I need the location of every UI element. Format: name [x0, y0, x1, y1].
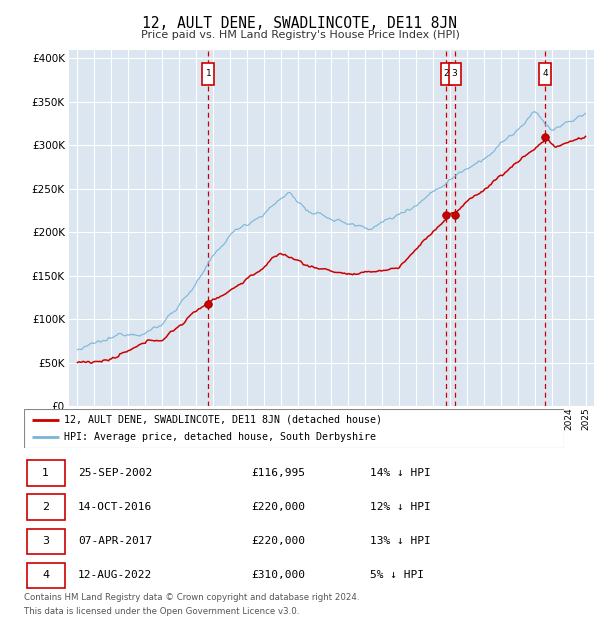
Text: 25-SEP-2002: 25-SEP-2002	[78, 468, 152, 478]
FancyBboxPatch shape	[202, 63, 214, 85]
Bar	[27, 528, 65, 554]
Text: 12, AULT DENE, SWADLINCOTE, DE11 8JN: 12, AULT DENE, SWADLINCOTE, DE11 8JN	[143, 16, 458, 30]
Text: £116,995: £116,995	[251, 468, 305, 478]
Text: 2: 2	[443, 69, 449, 79]
Text: 14-OCT-2016: 14-OCT-2016	[78, 502, 152, 512]
Text: 5% ↓ HPI: 5% ↓ HPI	[370, 570, 424, 580]
Text: This data is licensed under the Open Government Licence v3.0.: This data is licensed under the Open Gov…	[24, 607, 299, 616]
Bar	[27, 562, 65, 588]
Text: 13% ↓ HPI: 13% ↓ HPI	[370, 536, 430, 546]
Text: 3: 3	[452, 69, 457, 79]
Text: 2: 2	[42, 502, 49, 512]
Text: 4: 4	[42, 570, 49, 580]
Bar	[27, 494, 65, 520]
Text: 07-APR-2017: 07-APR-2017	[78, 536, 152, 546]
Text: 12% ↓ HPI: 12% ↓ HPI	[370, 502, 430, 512]
FancyBboxPatch shape	[440, 63, 452, 85]
Bar	[27, 460, 65, 485]
Text: Price paid vs. HM Land Registry's House Price Index (HPI): Price paid vs. HM Land Registry's House …	[140, 30, 460, 40]
Text: £220,000: £220,000	[251, 502, 305, 512]
Text: £310,000: £310,000	[251, 570, 305, 580]
Text: 3: 3	[42, 536, 49, 546]
FancyBboxPatch shape	[24, 409, 564, 448]
Text: 12-AUG-2022: 12-AUG-2022	[78, 570, 152, 580]
Text: Contains HM Land Registry data © Crown copyright and database right 2024.: Contains HM Land Registry data © Crown c…	[24, 593, 359, 603]
Text: £220,000: £220,000	[251, 536, 305, 546]
FancyBboxPatch shape	[539, 63, 551, 85]
FancyBboxPatch shape	[449, 63, 461, 85]
Text: HPI: Average price, detached house, South Derbyshire: HPI: Average price, detached house, Sout…	[65, 432, 377, 442]
Text: 4: 4	[542, 69, 548, 79]
Text: 14% ↓ HPI: 14% ↓ HPI	[370, 468, 430, 478]
Text: 1: 1	[206, 69, 211, 79]
Text: 12, AULT DENE, SWADLINCOTE, DE11 8JN (detached house): 12, AULT DENE, SWADLINCOTE, DE11 8JN (de…	[65, 415, 383, 425]
Text: 1: 1	[42, 468, 49, 478]
